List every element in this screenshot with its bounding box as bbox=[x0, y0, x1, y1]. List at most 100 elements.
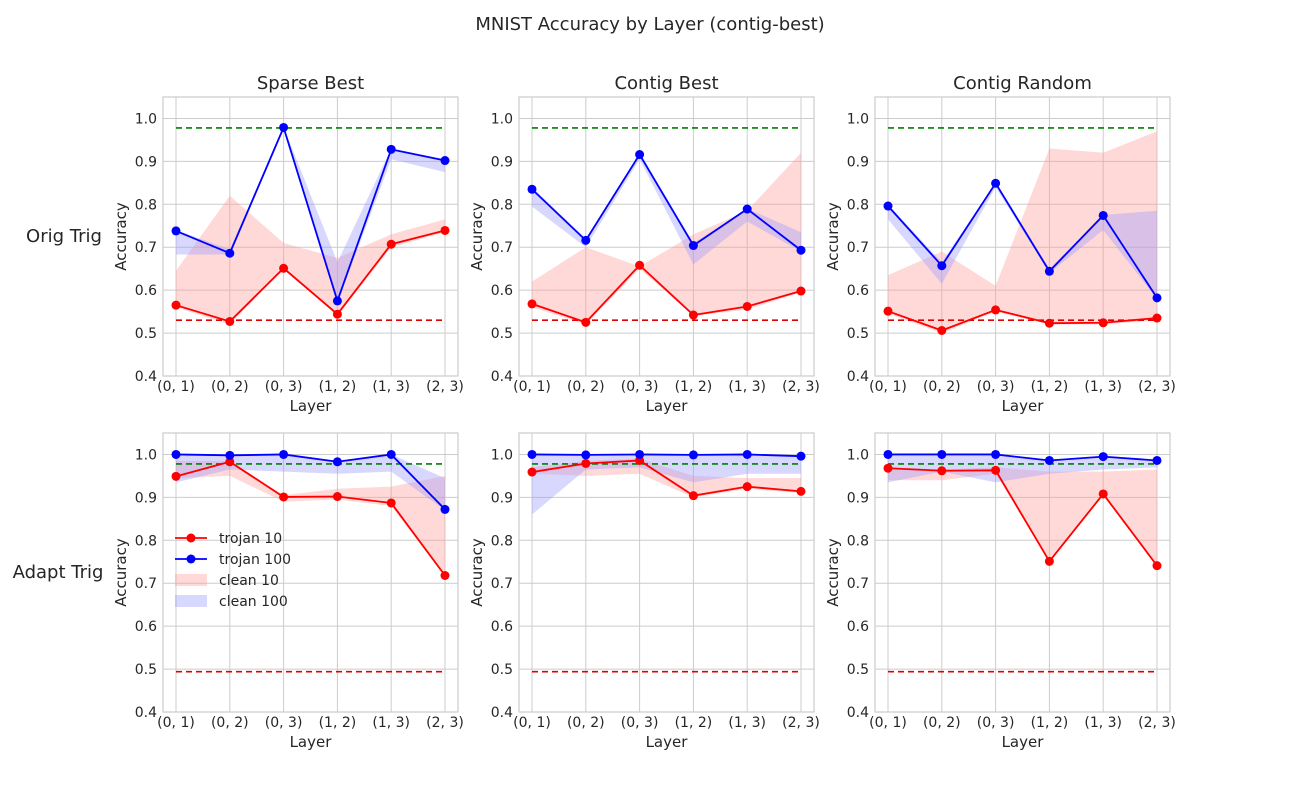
x-tick-label: (0, 1) bbox=[513, 715, 551, 731]
y-tick-label: 0.8 bbox=[135, 197, 157, 213]
legend-patch-clean-10 bbox=[175, 574, 207, 586]
y-tick-label: 0.7 bbox=[847, 576, 869, 592]
y-tick-label: 0.9 bbox=[135, 490, 157, 506]
panel-title: Contig Best bbox=[614, 73, 718, 94]
x-tick-label: (1, 3) bbox=[728, 379, 766, 395]
x-tick-label: (1, 2) bbox=[675, 379, 713, 395]
band-clean-100 bbox=[176, 454, 445, 511]
data-point-trojan-100 bbox=[991, 449, 1001, 459]
series-line-trojan-100 bbox=[887, 181, 1158, 299]
series-line-trojan-100 bbox=[531, 453, 802, 458]
y-tick-label: 0.6 bbox=[847, 283, 869, 299]
x-tick-label: (0, 3) bbox=[265, 715, 303, 731]
data-point-trojan-10 bbox=[688, 491, 698, 501]
legend-label-clean-100: clean 100 bbox=[219, 594, 288, 610]
data-point-trojan-100 bbox=[279, 449, 289, 459]
subplot-2: 0.4 0.5 0.6 0.7 0.8 0.9 1.0 (0, 1) (0, 2) (0, 3) (… bbox=[468, 73, 820, 415]
series-line-trojan-10 bbox=[175, 229, 446, 323]
data-point-trojan-100 bbox=[440, 504, 450, 514]
data-point-trojan-100 bbox=[386, 449, 396, 459]
data-point-trojan-100 bbox=[225, 450, 235, 460]
x-tick-label: (1, 3) bbox=[372, 379, 410, 395]
data-point-trojan-10 bbox=[1044, 318, 1054, 328]
legend-patch-clean-100 bbox=[175, 595, 207, 607]
x-tick-label: (0, 3) bbox=[265, 379, 303, 395]
y-tick-label: 0.4 bbox=[847, 369, 869, 385]
subplot-3: 0.4 0.5 0.6 0.7 0.8 0.9 1.0 (0, 1) (0, 2) (0, 3) (… bbox=[824, 73, 1176, 415]
data-point-trojan-100 bbox=[635, 449, 645, 459]
x-axis-label: Layer bbox=[1002, 397, 1045, 415]
axes-frame bbox=[518, 432, 815, 713]
y-tick-label: 0.4 bbox=[135, 705, 157, 721]
x-tick-label: (1, 2) bbox=[1031, 379, 1069, 395]
series-line-trojan-100 bbox=[175, 453, 446, 511]
data-point-trojan-10 bbox=[742, 301, 752, 311]
data-point-trojan-10 bbox=[527, 299, 537, 309]
data-point-trojan-10 bbox=[883, 463, 893, 473]
data-point-trojan-10 bbox=[171, 300, 181, 310]
data-point-trojan-100 bbox=[171, 226, 181, 236]
data-point-trojan-10 bbox=[1152, 313, 1162, 323]
y-tick-label: 0.7 bbox=[135, 240, 157, 256]
y-axis-label: Accuracy bbox=[112, 202, 130, 271]
data-point-trojan-10 bbox=[635, 260, 645, 270]
series-line-trojan-10 bbox=[531, 459, 802, 497]
y-tick-label: 1.0 bbox=[491, 447, 513, 463]
x-axis-label: Layer bbox=[1002, 733, 1045, 751]
x-tick-label: (0, 2) bbox=[567, 715, 605, 731]
data-point-trojan-100 bbox=[279, 122, 289, 132]
y-tick-label: 0.9 bbox=[847, 154, 869, 170]
x-tick-label: (2, 3) bbox=[1138, 715, 1176, 731]
x-tick-label: (0, 1) bbox=[157, 379, 195, 395]
band-clean-100 bbox=[888, 454, 1157, 483]
data-point-trojan-100 bbox=[937, 449, 947, 459]
subplot-6: 0.4 0.5 0.6 0.7 0.8 0.9 1.0 (0, 1) (0, 2) (0, 3) (… bbox=[824, 432, 1176, 751]
x-tick-label: (2, 3) bbox=[426, 379, 464, 395]
plot-area bbox=[875, 433, 1170, 712]
data-point-trojan-100 bbox=[225, 248, 235, 258]
plot-area bbox=[163, 433, 458, 712]
series-line-trojan-100 bbox=[175, 124, 446, 304]
y-axis-label: Accuracy bbox=[824, 538, 842, 607]
y-tick-label: 0.6 bbox=[491, 619, 513, 635]
plot-area bbox=[519, 97, 814, 376]
y-tick-label: 0.4 bbox=[491, 705, 513, 721]
subplot-grid: 0.4 0.5 0.6 0.7 0.8 0.9 1.0 (0, 1) (0, 2) (0, 3) (… bbox=[112, 73, 1176, 751]
data-point-trojan-10 bbox=[581, 458, 591, 468]
y-tick-label: 1.0 bbox=[135, 111, 157, 127]
data-point-trojan-100 bbox=[1152, 455, 1162, 465]
y-tick-label: 0.5 bbox=[491, 326, 513, 342]
x-tick-label: (1, 3) bbox=[728, 715, 766, 731]
x-tick-label: (1, 3) bbox=[372, 715, 410, 731]
data-point-trojan-100 bbox=[1098, 210, 1108, 220]
data-point-trojan-10 bbox=[225, 316, 235, 326]
y-tick-label: 0.6 bbox=[135, 283, 157, 299]
series-line-trojan-10 bbox=[887, 308, 1158, 332]
data-point-trojan-10 bbox=[1098, 489, 1108, 499]
x-tick-label: (2, 3) bbox=[782, 715, 820, 731]
x-tick-label: (1, 3) bbox=[1084, 379, 1122, 395]
y-tick-label: 0.7 bbox=[491, 240, 513, 256]
x-tick-label: (2, 3) bbox=[1138, 379, 1176, 395]
axes-frame bbox=[874, 432, 1171, 713]
y-tick-label: 0.5 bbox=[847, 326, 869, 342]
band-clean-10 bbox=[176, 460, 445, 577]
data-point-trojan-10 bbox=[440, 571, 450, 581]
data-point-trojan-10 bbox=[279, 263, 289, 273]
x-tick-label: (2, 3) bbox=[782, 379, 820, 395]
band-clean-100 bbox=[532, 454, 801, 515]
legend: trojan 10 trojan 100 clean 10 clean 100 bbox=[175, 531, 291, 610]
figure-title: MNIST Accuracy by Layer (contig-best) bbox=[475, 14, 824, 35]
data-point-trojan-10 bbox=[796, 486, 806, 496]
data-point-trojan-100 bbox=[527, 184, 537, 194]
y-axis-label: Accuracy bbox=[468, 538, 486, 607]
x-tick-label: (1, 3) bbox=[1084, 715, 1122, 731]
data-point-trojan-100 bbox=[688, 450, 698, 460]
y-tick-label: 0.8 bbox=[847, 197, 869, 213]
x-tick-label: (0, 1) bbox=[869, 715, 907, 731]
data-point-trojan-100 bbox=[742, 204, 752, 214]
y-tick-label: 0.9 bbox=[491, 154, 513, 170]
y-tick-label: 1.0 bbox=[135, 447, 157, 463]
data-point-trojan-10 bbox=[171, 471, 181, 481]
